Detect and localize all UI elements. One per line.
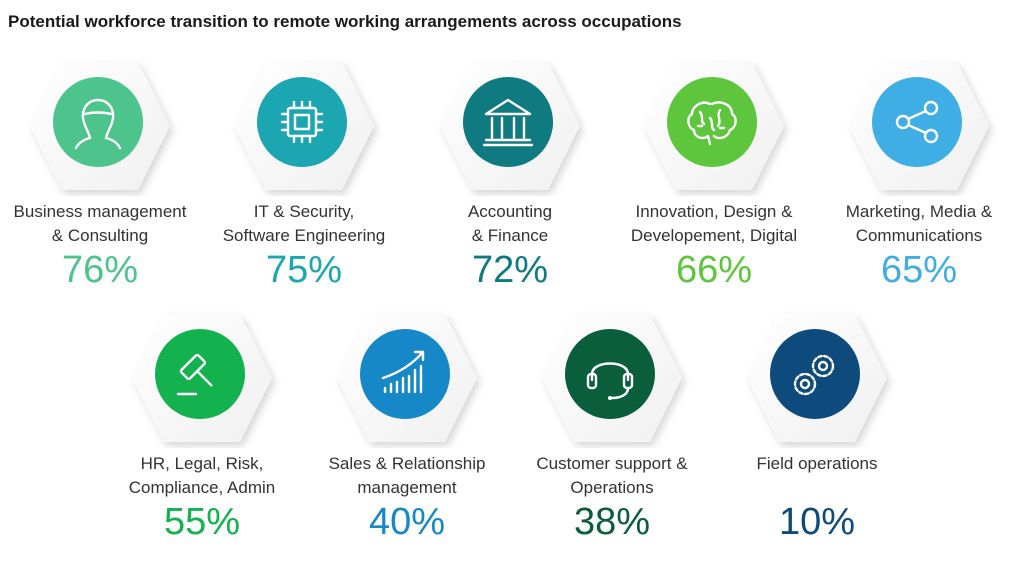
growth-chart-icon — [327, 308, 487, 448]
occupation-card: Accounting & Finance 72% — [410, 56, 610, 326]
occupation-label-line: HR, Legal, Risk, — [140, 454, 264, 473]
occupation-label-line: & Finance — [471, 226, 549, 245]
occupation-label: Business management & Consulting — [0, 200, 200, 248]
occupation-label-line: Field operations — [756, 454, 878, 473]
occupation-label-line: & Consulting — [51, 226, 149, 245]
occupation-card: Innovation, Design & Developement, Digita… — [614, 56, 814, 326]
share-icon — [839, 56, 999, 196]
occupation-label-line: Accounting — [467, 202, 553, 221]
occupation-card: Business management & Consulting 76% — [0, 56, 200, 326]
percentage-value: 10% — [778, 501, 856, 543]
occupation-label: HR, Legal, Risk, Compliance, Admin — [102, 452, 302, 500]
occupation-card: Customer support & Operations 38% — [512, 308, 712, 578]
occupation-label: Accounting & Finance — [410, 200, 610, 248]
percentage-value: 72% — [471, 249, 549, 291]
percentage-value: 76% — [61, 249, 139, 291]
bank-building-icon — [430, 56, 590, 196]
occupation-label-line: Sales & Relationship — [328, 454, 486, 473]
microchip-icon — [224, 56, 384, 196]
occupation-label-line: Developement, Digital — [630, 226, 798, 245]
occupation-label-line: Communications — [855, 226, 983, 245]
occupation-label-line: Innovation, Design & — [635, 202, 793, 221]
occupation-label: Customer support & Operations — [512, 452, 712, 500]
occupation-label-line: IT & Security, — [253, 202, 355, 221]
brain-icon — [634, 56, 794, 196]
headset-icon — [532, 308, 692, 448]
percentage-value: 38% — [573, 501, 651, 543]
occupation-label-line: management — [357, 478, 457, 497]
occupation-card: HR, Legal, Risk, Compliance, Admin 55% — [102, 308, 302, 578]
occupation-label: Marketing, Media & Communications — [819, 200, 1019, 248]
chart-title: Potential workforce transition to remote… — [8, 12, 682, 31]
occupation-card: Sales & Relationship management 40% — [307, 308, 507, 578]
percentage-value: 55% — [163, 501, 241, 543]
gavel-icon — [122, 308, 282, 448]
occupation-label: Innovation, Design & Developement, Digita… — [614, 200, 814, 248]
percentage-value: 65% — [880, 249, 958, 291]
occupation-label-line: Business management — [13, 202, 187, 221]
occupation-label: IT & Security, Software Engineering — [204, 200, 404, 248]
occupation-card: Field operations 10% — [717, 308, 917, 578]
occupation-label-line: Operations — [570, 478, 654, 497]
occupation-card: IT & Security, Software Engineering 75% — [204, 56, 404, 326]
gears-icon — [737, 308, 897, 448]
occupation-label: Field operations — [717, 452, 917, 476]
percentage-value: 66% — [675, 249, 753, 291]
occupation-card: Marketing, Media & Communications 65% — [819, 56, 1019, 326]
occupation-label-line: Compliance, Admin — [128, 478, 276, 497]
occupation-label-line: Customer support & — [536, 454, 688, 473]
person-head-icon — [20, 56, 180, 196]
occupation-label-line: Software Engineering — [222, 226, 386, 245]
occupation-label-line: Marketing, Media & — [845, 202, 993, 221]
percentage-value: 40% — [368, 501, 446, 543]
percentage-value: 75% — [265, 249, 343, 291]
occupation-label: Sales & Relationship management — [307, 452, 507, 500]
